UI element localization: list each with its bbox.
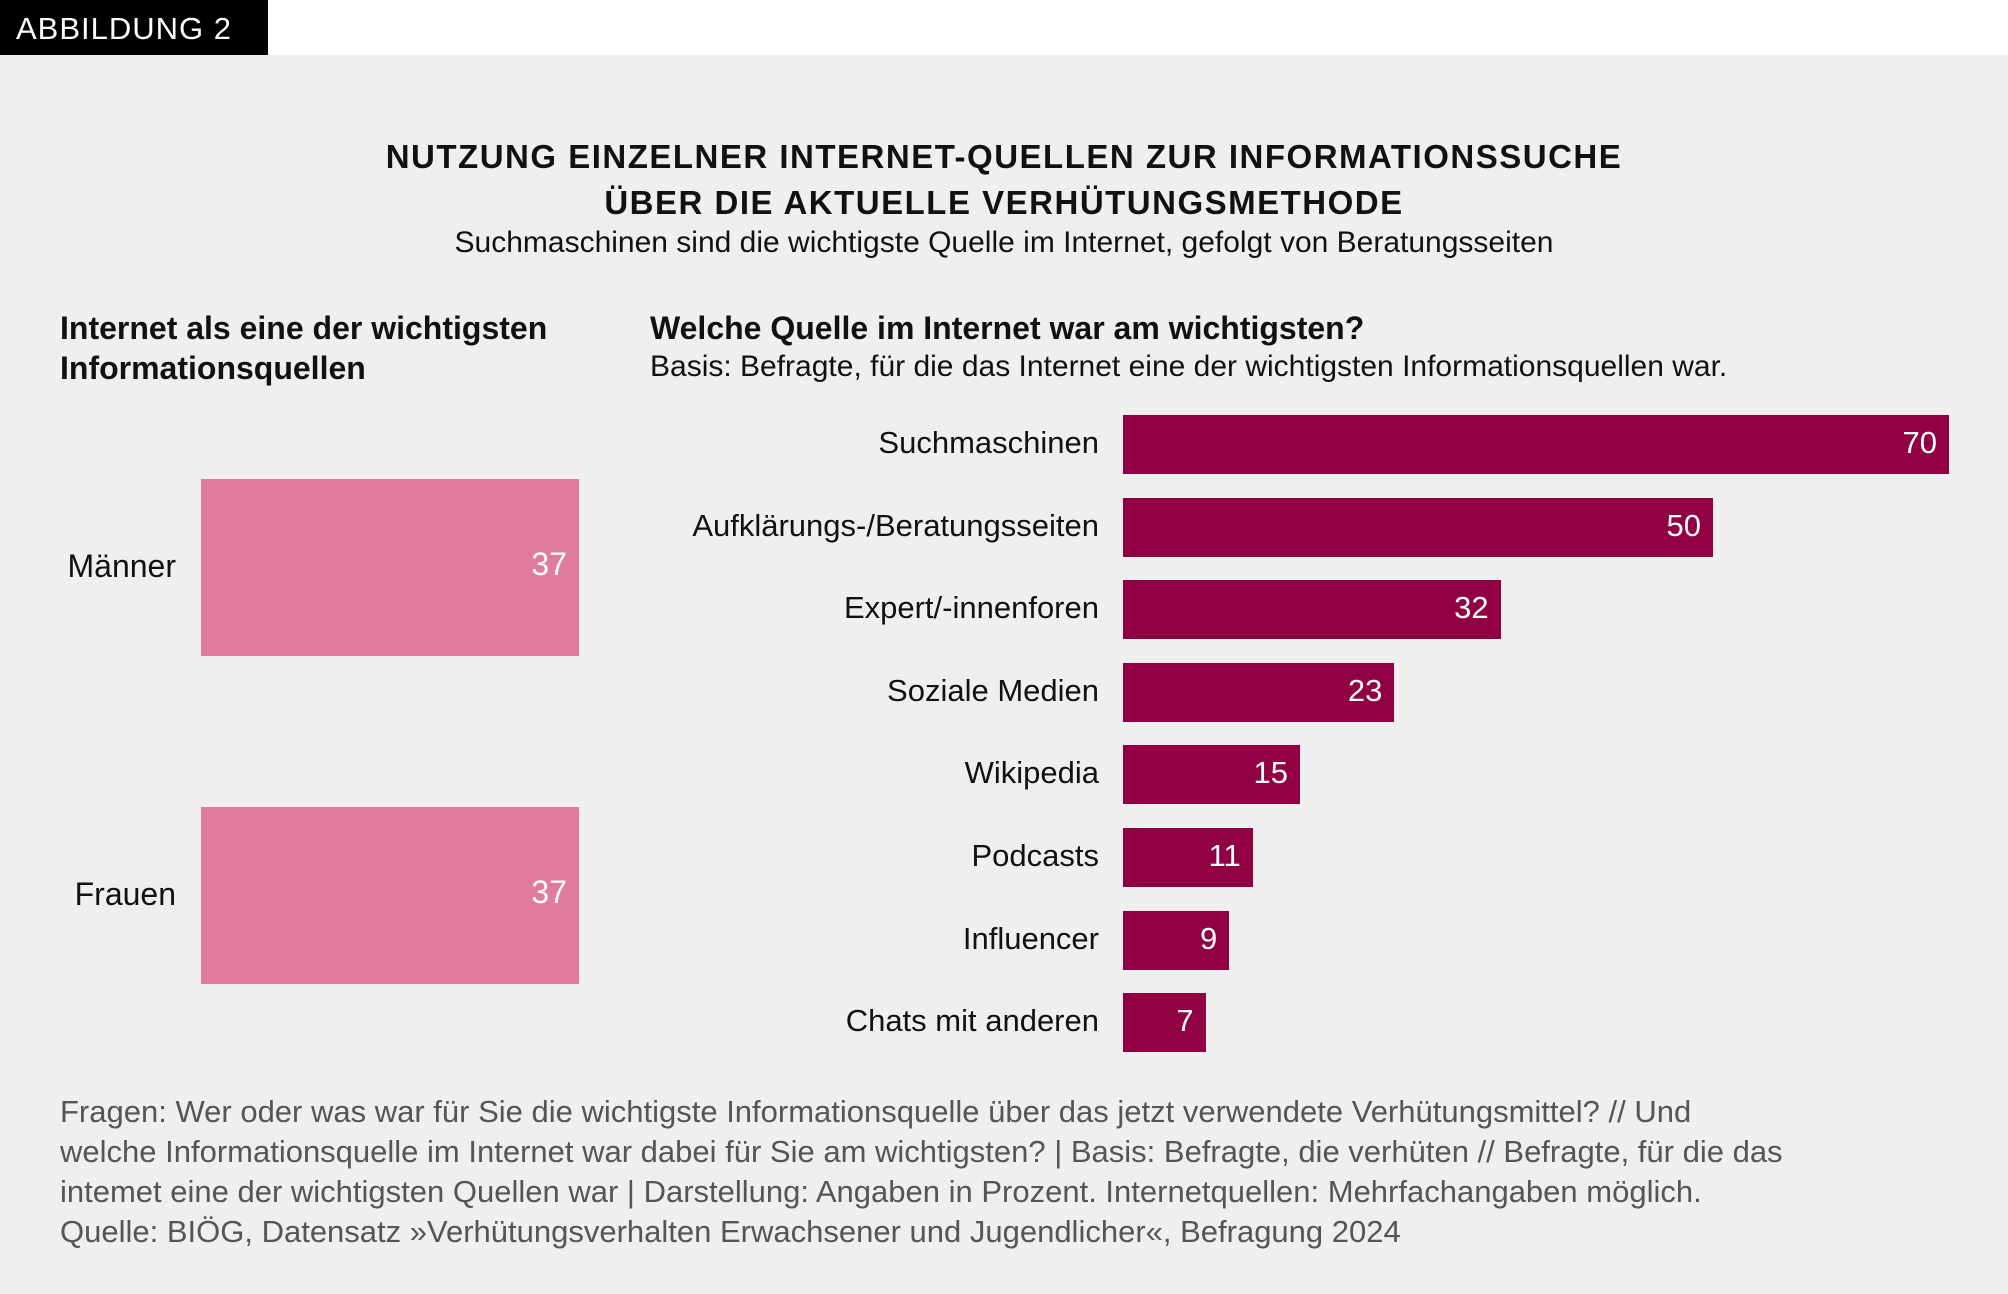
footer-line: Quelle: BIÖG, Datensatz »Verhütungsverha… — [60, 1214, 1401, 1249]
value-label: 23 — [1347, 672, 1383, 708]
value-label: 9 — [1199, 920, 1218, 956]
chart-title-line2: ÜBER DIE AKTUELLE VERHÜTUNGSMETHODE — [604, 184, 1404, 221]
value-label: 37 — [531, 545, 567, 582]
right-chart-heading: Welche Quelle im Internet war am wichtig… — [650, 310, 1365, 346]
footer-line: welche Informationsquelle im Internet wa… — [60, 1134, 1783, 1169]
value-label: 7 — [1176, 1003, 1194, 1039]
category-label: Chats mit anderen — [845, 1003, 1099, 1039]
bar — [201, 807, 579, 984]
bar — [1123, 910, 1230, 970]
value-label: 37 — [531, 873, 567, 910]
figure-label: ABBILDUNG 2 — [0, 0, 268, 55]
footer-line: Fragen: Wer oder was war für Sie die wic… — [60, 1094, 1692, 1129]
value-label: 11 — [1208, 838, 1241, 873]
footer-line: intemet eine der wichtigsten Quellen war… — [60, 1174, 1702, 1209]
bar — [1123, 497, 1713, 557]
bar — [1123, 662, 1395, 722]
bar — [1123, 415, 1949, 474]
chart-panel — [0, 55, 2008, 1294]
footer-notes: Fragen: Wer oder was war für Sie die wic… — [60, 1092, 1960, 1252]
category-label: Aufklärungs-/Beratungsseiten — [692, 507, 1099, 543]
right-chart-note: Basis: Befragte, für die das Internet ei… — [650, 350, 1728, 383]
left-chart-heading: Internet als eine der wichtigsten Inform… — [60, 308, 547, 388]
left-heading-line1: Internet als eine der wichtigsten — [60, 310, 548, 346]
bar — [1123, 745, 1300, 805]
value-label: 32 — [1454, 590, 1489, 626]
bar — [201, 479, 579, 656]
category-label: Suchmaschinen — [878, 425, 1099, 460]
value-label: 50 — [1666, 507, 1701, 543]
chart-title-line1: NUTZUNG EINZELNER INTERNET-QUELLEN ZUR I… — [385, 138, 1623, 175]
chart-subtitle: Suchmaschinen sind die wichtigste Quelle… — [454, 226, 1554, 259]
value-label: 15 — [1253, 755, 1288, 791]
left-heading-line2: Informationsquellen — [60, 350, 366, 386]
category-label: Influencer — [962, 920, 1099, 956]
bar — [1123, 993, 1206, 1053]
bar — [1123, 580, 1501, 640]
category-label: Wikipedia — [964, 755, 1099, 791]
value-label: 70 — [1902, 425, 1937, 460]
category-label: Soziale Medien — [887, 672, 1099, 708]
category-label: Expert/-innenforen — [843, 590, 1099, 626]
category-label: Frauen — [74, 875, 176, 912]
bar — [1123, 828, 1253, 887]
category-label: Männer — [67, 547, 177, 584]
category-label: Podcasts — [971, 838, 1099, 873]
